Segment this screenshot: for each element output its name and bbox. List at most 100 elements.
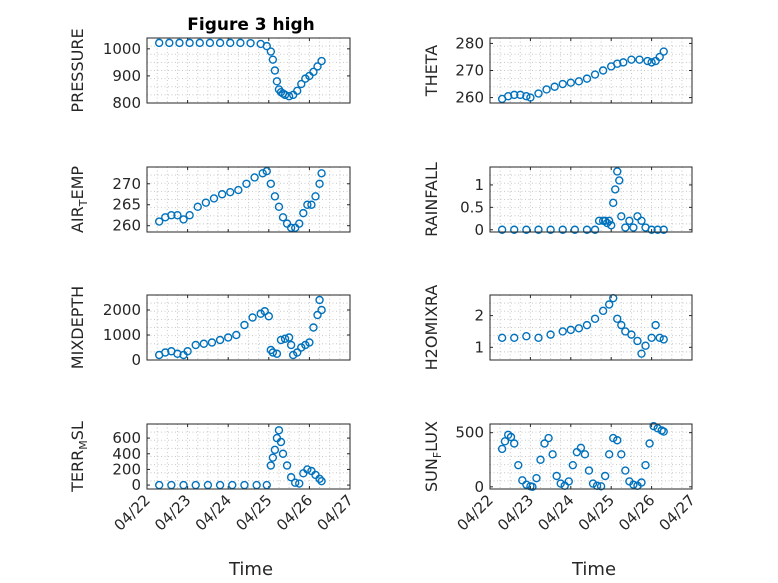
y-tick-label: 270 — [112, 175, 141, 193]
data-point-air-temp — [274, 202, 284, 212]
data-point-rainfall — [629, 223, 638, 232]
data-point-theta — [516, 90, 525, 100]
data-point-h2omixra — [546, 330, 555, 339]
data-point-sun-flux — [604, 450, 614, 459]
data-point-theta — [510, 90, 519, 100]
data-point-pressure — [280, 90, 290, 100]
subplot-air-temp: 260 265 270 AIRTEMP — [68, 166, 351, 235]
data-point-sun-flux — [500, 437, 510, 446]
y-tick-label: 0 — [131, 476, 141, 494]
data-point-air-temp — [250, 173, 259, 182]
data-point-rainfall — [621, 223, 630, 232]
y-axis-label-terr-msl: TERRMSL — [68, 421, 90, 493]
y-axis-label-sun-flux: SUNFLUX — [422, 421, 444, 492]
data-point-pressure — [317, 56, 326, 66]
data-point-air-temp — [209, 194, 219, 203]
y-axis-label-air-temp: AIRTEMP — [68, 166, 90, 233]
data-point-air-temp — [258, 169, 267, 178]
data-point-sun-flux — [609, 433, 618, 443]
data-point-h2omixra — [604, 300, 614, 309]
y-tick-label: 400 — [112, 445, 141, 463]
subplot-theta: 260 270 280 THETA — [422, 34, 693, 107]
data-point-pressure — [215, 38, 225, 48]
data-point-mixdepth — [199, 339, 209, 348]
data-point-air-temp — [242, 179, 251, 188]
data-point-h2omixra — [522, 332, 531, 341]
data-point-sun-flux — [528, 482, 537, 492]
data-point-theta — [627, 55, 636, 64]
data-point-sun-flux — [506, 432, 516, 442]
data-point-air-temp — [307, 200, 316, 209]
data-point-sun-flux — [510, 439, 519, 448]
y-tick-label: 1 — [474, 338, 484, 356]
data-point-pressure — [195, 38, 204, 48]
y-tick-label: 0 — [131, 351, 141, 369]
data-point-mixdepth — [284, 333, 294, 342]
data-point-rainfall — [611, 185, 620, 194]
data-point-air-temp — [303, 200, 312, 209]
data-point-sun-flux — [580, 450, 590, 459]
data-point-air-temp — [185, 211, 194, 220]
data-point-mixdepth — [309, 323, 318, 332]
data-point-mixdepth — [223, 333, 233, 342]
data-point-mixdepth — [248, 313, 257, 322]
data-point-air-temp — [167, 211, 176, 220]
x-tick-label: 04/25 — [232, 491, 275, 534]
data-point-h2omixra — [633, 336, 642, 346]
data-point-theta — [582, 74, 592, 83]
axes-box — [489, 294, 693, 361]
data-point-mixdepth — [280, 334, 290, 343]
data-point-mixdepth — [286, 340, 296, 350]
data-point-air-temp — [299, 208, 308, 218]
data-point-sun-flux — [584, 466, 594, 475]
data-point-air-temp — [193, 202, 202, 212]
data-point-air-temp — [262, 166, 271, 176]
data-point-pressure — [185, 38, 194, 48]
data-point-h2omixra — [534, 333, 543, 343]
data-point-h2omixra — [574, 324, 584, 333]
data-point-mixdepth — [315, 295, 324, 305]
data-point-terr-msl — [278, 449, 288, 458]
data-point-sun-flux — [556, 479, 565, 488]
y-tick-label: 280 — [455, 34, 484, 52]
data-point-air-temp — [286, 223, 296, 233]
data-point-theta — [619, 58, 628, 67]
data-point-theta — [558, 79, 567, 89]
data-point-pressure — [246, 38, 255, 48]
data-point-sun-flux — [649, 421, 658, 431]
x-axis-label-left: Time — [228, 559, 273, 580]
data-point-sun-flux — [645, 439, 654, 448]
data-point-terr-msl — [315, 474, 324, 484]
y-tick-label: 600 — [112, 429, 141, 447]
data-point-theta — [590, 70, 600, 79]
data-point-pressure — [226, 38, 235, 48]
y-tick-label: 260 — [112, 217, 141, 235]
x-tick-label: 04/22 — [111, 491, 154, 534]
data-point-rainfall — [546, 225, 555, 234]
data-point-rainfall — [647, 225, 656, 234]
data-point-sun-flux — [536, 455, 545, 464]
data-point-rainfall — [594, 216, 604, 225]
data-point-mixdepth — [293, 348, 302, 357]
data-point-theta — [550, 82, 559, 91]
x-tick-label: 04/26 — [615, 491, 658, 534]
data-point-air-temp — [311, 192, 320, 201]
y-tick-label: 900 — [112, 67, 141, 85]
data-point-terr-msl — [276, 437, 286, 447]
data-point-theta — [503, 92, 513, 101]
data-point-rainfall — [590, 225, 600, 234]
data-point-rainfall — [602, 218, 612, 228]
data-point-terr-msl — [286, 473, 296, 482]
data-point-sun-flux — [613, 436, 622, 445]
data-point-sun-flux — [596, 482, 606, 491]
data-point-rainfall — [615, 176, 624, 185]
subplot-rainfall: 0 0.5 1 RAINFALL — [422, 162, 693, 239]
data-point-mixdepth — [207, 338, 217, 347]
data-point-air-temp — [201, 198, 211, 207]
data-point-h2omixra — [641, 341, 650, 350]
data-point-theta — [643, 56, 652, 66]
y-tick-label: 200 — [112, 460, 141, 478]
axes-box — [146, 294, 351, 361]
data-point-rainfall — [497, 225, 507, 234]
